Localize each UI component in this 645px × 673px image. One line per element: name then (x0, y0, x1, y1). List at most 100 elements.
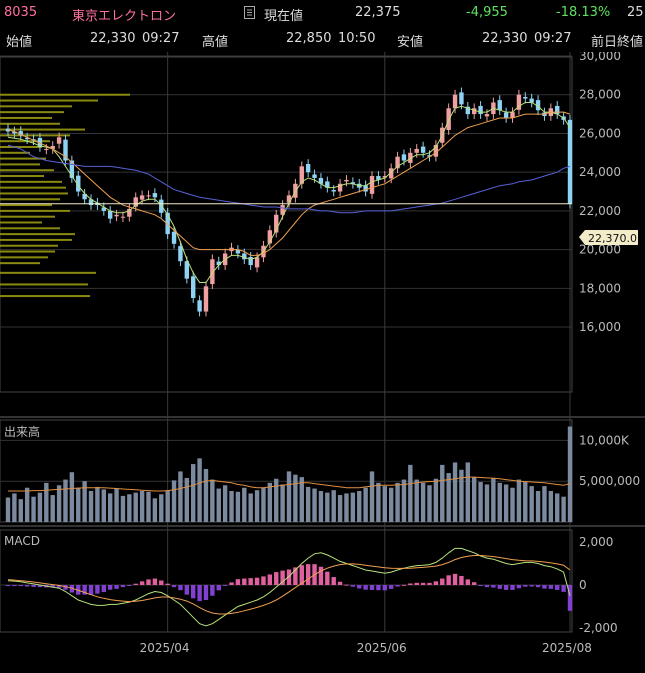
date-axis-label: 2025/08 (542, 641, 592, 655)
change-percent: -18.13% (556, 5, 611, 20)
candle-body (452, 94, 458, 109)
volume-bar (197, 458, 202, 522)
profile-bar (0, 227, 60, 230)
candle-body (197, 300, 202, 312)
profile-bar (0, 134, 70, 137)
candle-body (37, 137, 43, 147)
profile-bar (0, 250, 55, 253)
price-axis-label: 24,000 (579, 165, 621, 179)
macd-histogram-bar (388, 585, 394, 589)
volume-bar (242, 487, 247, 522)
volume-bar (82, 481, 87, 522)
volume-bar (114, 488, 119, 522)
macd-histogram-bar (197, 585, 202, 602)
macd-histogram-bar (235, 579, 241, 585)
volume-bar (401, 479, 407, 522)
volume-bar (63, 479, 68, 522)
macd-histogram-bar (88, 585, 94, 595)
volume-ma-line (8, 476, 571, 492)
profile-bar (0, 140, 50, 143)
macd-histogram-bar (523, 585, 528, 587)
volume-bar (535, 490, 541, 522)
volume-bar (446, 473, 451, 522)
volume-bar (127, 494, 132, 522)
candle-body (235, 249, 241, 254)
macd-histogram-bar (178, 585, 183, 591)
candle-body (350, 182, 356, 184)
macd-axis-label: -2,000 (579, 621, 618, 635)
candle-body (331, 189, 336, 192)
macd-line (7, 547, 571, 627)
volume-bar (12, 493, 17, 522)
volume-bar (459, 469, 464, 522)
macd-histogram-bar (331, 577, 336, 585)
volume-bar (24, 487, 30, 522)
macd-histogram-bar (120, 585, 126, 588)
volume-bar (376, 482, 381, 522)
volume-bar (95, 486, 100, 522)
volume-axis-label: 10,000K (579, 433, 630, 447)
candle-body (567, 119, 573, 204)
candle-body (497, 100, 502, 111)
volume-bar (152, 498, 158, 522)
candle-body (344, 179, 349, 182)
profile-bar (0, 93, 130, 96)
macd-histogram-bar (555, 585, 560, 590)
volume-bar (139, 490, 145, 522)
candle-body (472, 108, 477, 115)
volume-bar (184, 477, 190, 522)
candle-body (82, 193, 87, 200)
open-value: 22,330 (90, 31, 136, 46)
profile-bar (0, 186, 66, 189)
volume-bar (472, 477, 477, 522)
volume-bar (280, 484, 285, 522)
macd-histogram-bar (376, 585, 381, 591)
profile-bar (0, 169, 54, 172)
profile-bar (0, 145, 42, 148)
candle-body (76, 175, 81, 192)
volume-axis-label: 5,000,000 (579, 474, 640, 488)
candle-body (56, 137, 62, 144)
macd-histogram-bar (114, 585, 119, 589)
macd-histogram-bar (408, 583, 413, 585)
volume-bar (516, 479, 522, 522)
macd-histogram-bar (369, 585, 375, 590)
quote-header: 8035 東京エレクトロン 現在値 22,375 -4,955 -18.13% … (0, 0, 645, 24)
volume-bar (44, 482, 49, 522)
candle-body (171, 231, 177, 244)
macd-histogram-bar (350, 585, 356, 587)
current-price-value: 22,375 (355, 5, 401, 20)
candle-body (18, 131, 23, 136)
volume-bar (497, 482, 502, 522)
volume-bar (318, 490, 324, 522)
macd-histogram-bar (203, 585, 209, 601)
date-axis-label: 2025/04 (140, 641, 190, 655)
candle-body (107, 210, 113, 219)
candle-body (388, 168, 394, 179)
volume-bar (299, 477, 304, 522)
candle-body (274, 214, 279, 233)
candle-body (210, 259, 215, 285)
document-icon[interactable] (244, 6, 255, 19)
candle-body (44, 148, 49, 150)
candle-body (535, 100, 541, 111)
low-time: 09:27 (534, 31, 572, 46)
macd-histogram-bar (516, 585, 522, 589)
candle-body (299, 166, 304, 184)
volume-bar (69, 472, 75, 522)
macd-histogram-bar (267, 574, 273, 585)
open-label: 始値 (6, 35, 33, 50)
price-axis-label: 28,000 (579, 88, 621, 102)
stock-chart[interactable]: 16,000 18,000 20,000 22,000 24,000 26,000 28,0… (0, 52, 645, 673)
macd-histogram-bar (427, 582, 432, 585)
volume-bar (254, 490, 260, 522)
macd-histogram-bar (139, 581, 145, 585)
macd-histogram-bar (82, 585, 87, 595)
volume-bar (548, 490, 554, 522)
candle-body (408, 152, 413, 163)
price-axis-label: 16,000 (579, 320, 621, 334)
volume-bar (133, 492, 138, 522)
price-axis-label: 26,000 (579, 126, 621, 140)
volume-bar (369, 471, 375, 522)
volume-bar (388, 487, 394, 522)
